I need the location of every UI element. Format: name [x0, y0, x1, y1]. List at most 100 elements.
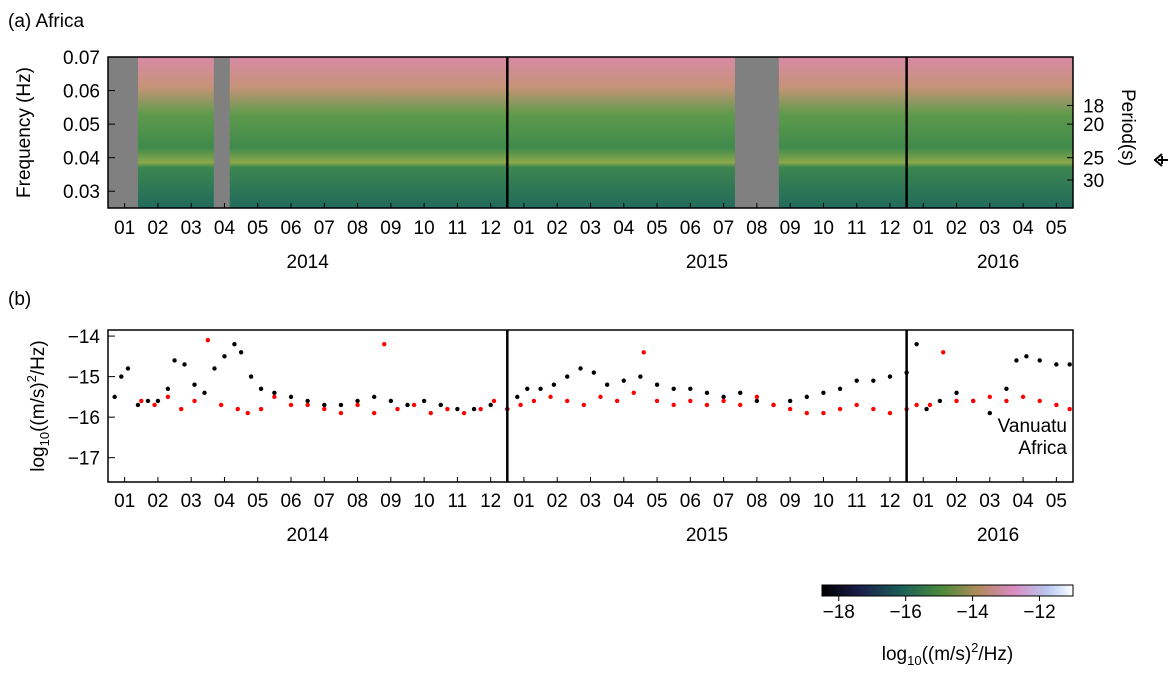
point [887, 374, 893, 379]
colorbar-tick-label: −14 [956, 602, 989, 623]
point [771, 402, 776, 408]
point [125, 366, 131, 371]
point [837, 406, 843, 412]
period-tick-label: 25 [1083, 149, 1104, 170]
point [538, 386, 543, 391]
label-part: 2 [971, 640, 978, 655]
x-tick-label: 02 [547, 218, 568, 239]
point [754, 394, 760, 400]
point [179, 406, 184, 412]
point [232, 341, 237, 347]
point [182, 362, 187, 367]
point [372, 394, 377, 400]
x-tick-label: 05 [1046, 218, 1067, 239]
point [887, 410, 893, 416]
point [927, 402, 933, 408]
x-tick-label: 04 [1013, 218, 1035, 239]
legend-entry: Vanuatu [998, 416, 1067, 437]
point [235, 406, 240, 412]
point [478, 406, 483, 412]
label-part: ((m/s) [28, 382, 49, 432]
x-tick-label: 01 [114, 491, 135, 512]
axis-label: log10((m/s)2/Hz) [882, 640, 1013, 668]
point [245, 410, 250, 416]
x-tick-label: 12 [879, 491, 900, 512]
x-tick-label: 08 [746, 218, 767, 239]
point [388, 398, 394, 404]
axis-label: Frequency (Hz) [14, 67, 35, 198]
colorbar-tick-label: −12 [1023, 602, 1055, 623]
point [638, 374, 643, 379]
x-tick-label: 04 [613, 218, 635, 239]
point [614, 398, 620, 404]
x-tick-label: 03 [979, 218, 1000, 239]
x-tick-label: 02 [147, 218, 168, 239]
x-tick-label: 10 [414, 218, 435, 239]
point [787, 406, 793, 412]
point [112, 394, 117, 400]
point [591, 370, 597, 375]
x-tick-label: 04 [214, 218, 236, 239]
x-tick-label: 03 [181, 218, 202, 239]
x-tick-label: 07 [314, 218, 335, 239]
point [854, 378, 859, 383]
point [202, 390, 207, 396]
point [428, 410, 433, 416]
point [688, 398, 693, 404]
colorbar-tick-label: −16 [890, 602, 922, 623]
x-tick-label: 11 [847, 491, 867, 512]
label-part: /Hz) [978, 644, 1013, 665]
point [305, 398, 310, 404]
label-part: /Hz) [28, 340, 49, 375]
point [654, 398, 660, 404]
point [581, 402, 587, 408]
point [155, 398, 161, 404]
point [721, 394, 726, 400]
point [1037, 398, 1042, 404]
x-tick-label: 09 [380, 491, 401, 512]
x-tick-label: 08 [746, 491, 767, 512]
point [395, 406, 400, 412]
point [914, 341, 919, 347]
label-part: ((m/s) [922, 644, 972, 665]
point [381, 341, 387, 347]
point [621, 378, 626, 383]
label-part: log [28, 446, 49, 471]
x-tick-label: 04 [1013, 491, 1035, 512]
point [654, 382, 660, 387]
year-label: 2016 [977, 252, 1019, 273]
point [355, 398, 360, 404]
x-tick-label: 01 [513, 218, 534, 239]
point [937, 398, 943, 404]
point [821, 390, 826, 396]
point [525, 386, 530, 391]
point [272, 390, 277, 396]
point [854, 402, 859, 408]
point [804, 410, 809, 416]
point [531, 398, 537, 404]
point [272, 394, 277, 400]
data-gap [108, 57, 138, 208]
point [218, 402, 224, 408]
axis-label: log10((m/s)2/Hz) [24, 340, 52, 471]
point [688, 386, 693, 391]
point [421, 398, 427, 404]
point [139, 398, 144, 404]
point [954, 390, 959, 396]
point [551, 382, 557, 387]
point [1067, 362, 1072, 367]
y-tick-label: 0.03 [63, 182, 100, 203]
x-tick-label: 06 [680, 218, 701, 239]
x-tick-label: 02 [946, 491, 967, 512]
label-part: log [882, 644, 907, 665]
y-tick-label: −15 [68, 368, 100, 389]
point [305, 402, 310, 408]
point [954, 398, 959, 404]
point [871, 378, 876, 383]
x-tick-label: 02 [547, 491, 568, 512]
point [338, 402, 344, 408]
y-tick-label: 0.04 [63, 149, 100, 170]
data-gap [734, 57, 779, 208]
point [598, 394, 603, 400]
panel-title: (a) Africa [8, 11, 84, 32]
